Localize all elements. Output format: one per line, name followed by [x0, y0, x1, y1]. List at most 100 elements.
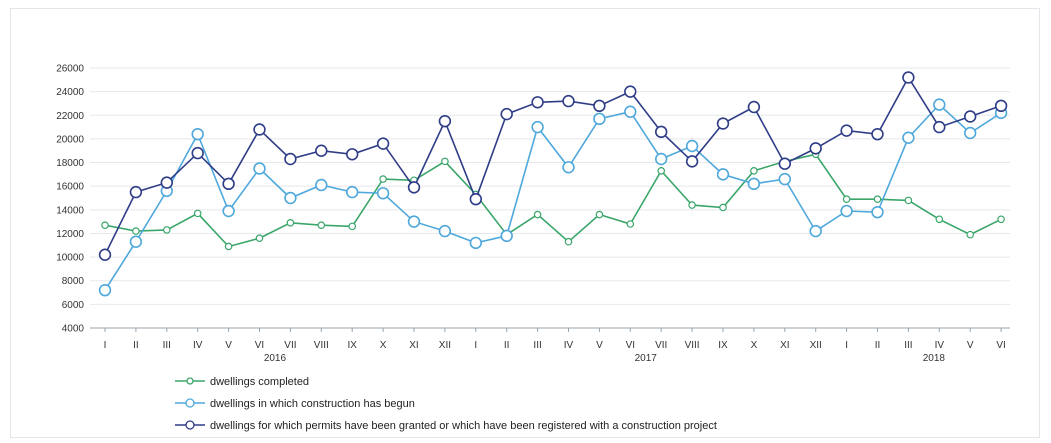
data-point: [778, 157, 791, 170]
legend-label: dwellings in which construction has begu…: [210, 398, 415, 410]
data-point: [222, 177, 235, 191]
data-point: [315, 144, 328, 157]
x-tick-label: I: [474, 340, 477, 351]
y-tick-label: 8000: [62, 276, 85, 287]
legend-item: dwellings for which permits have been gr…: [175, 420, 717, 432]
x-tick-label: II: [875, 340, 881, 351]
data-point: [747, 177, 761, 191]
data-point: [160, 176, 174, 189]
data-point: [654, 152, 668, 166]
data-point: [750, 167, 758, 175]
x-tick-label: XI: [409, 340, 418, 351]
data-point: [101, 221, 109, 229]
x-tick-label: III: [904, 340, 912, 351]
data-point: [98, 248, 112, 261]
x-tick-label: V: [967, 340, 974, 351]
data-point: [871, 205, 884, 219]
data-point: [778, 172, 791, 186]
data-point: [500, 107, 513, 121]
data-point: [348, 222, 357, 231]
year-label: 2016: [264, 353, 287, 364]
y-tick-label: 22000: [56, 111, 84, 122]
data-point: [191, 146, 204, 160]
y-tick-label: 18000: [56, 158, 84, 169]
legend-item: dwellings in which construction has begu…: [175, 398, 415, 410]
x-tick-label: XII: [439, 340, 451, 351]
data-point: [500, 229, 513, 243]
data-point: [346, 148, 359, 161]
data-point: [255, 234, 264, 242]
data-point: [163, 226, 171, 234]
data-point: [593, 112, 606, 126]
data-point: [224, 242, 233, 251]
y-tick-label: 14000: [56, 205, 84, 216]
data-point: [873, 195, 882, 203]
data-point: [966, 230, 975, 239]
data-point: [253, 123, 266, 136]
data-point: [963, 126, 977, 140]
data-point: [902, 131, 915, 144]
data-point: [933, 120, 946, 134]
y-axis: 4000 6000 8000 10000 12000 14000 16000 18000 200…: [56, 64, 84, 335]
data-point: [407, 181, 421, 194]
y-tick-label: 20000: [56, 134, 84, 145]
series-line: [104, 153, 1002, 248]
x-tick-label: II: [504, 340, 510, 351]
data-point: [191, 127, 204, 141]
data-point: [253, 162, 266, 175]
y-tick-label: 4000: [62, 324, 85, 335]
x-tick-label: IV: [193, 340, 203, 351]
x-tick-label: VIII: [314, 340, 329, 351]
data-point: [132, 227, 140, 235]
x-tick-label: II: [133, 340, 139, 351]
data-point: [685, 139, 699, 153]
data-point: [626, 220, 635, 228]
data-point: [716, 117, 730, 130]
x-tick-label: X: [751, 340, 758, 351]
x-tick-label: VII: [655, 340, 667, 351]
data-point: [902, 71, 915, 84]
series-2: [98, 71, 1008, 261]
year-label: 2017: [635, 353, 658, 364]
x-tick-label: III: [163, 340, 171, 351]
year-label: 2018: [923, 353, 946, 364]
x-tick-label: V: [225, 340, 232, 351]
data-point: [842, 195, 851, 203]
data-point: [747, 100, 761, 114]
x-tick-label: IX: [718, 340, 728, 351]
x-tick-label: VI: [996, 340, 1005, 351]
legend-marker: [185, 420, 195, 430]
data-point: [809, 224, 822, 238]
data-point: [719, 203, 727, 212]
y-tick-label: 6000: [62, 300, 85, 311]
y-tick-label: 10000: [56, 253, 84, 264]
data-point: [469, 192, 482, 206]
data-point: [407, 215, 421, 228]
x-tick-label: VII: [284, 340, 296, 351]
legend-marker: [186, 377, 194, 385]
data-point: [562, 161, 575, 174]
x-tick-label: XII: [810, 340, 822, 351]
data-point: [129, 235, 143, 248]
x-tick-label: VI: [626, 340, 635, 351]
data-point: [284, 152, 297, 166]
data-point: [438, 114, 452, 128]
data-point: [593, 99, 606, 113]
x-axis: I II III IV V VI VII VIII IX X XI XII I II III IV V VI VII…: [90, 327, 1010, 364]
y-tick-label: 24000: [56, 87, 84, 98]
legend: dwellings completed dwellings in which co…: [175, 376, 717, 432]
y-tick-label: 12000: [56, 229, 84, 240]
data-point: [994, 99, 1008, 113]
x-tick-label: V: [596, 340, 603, 351]
x-tick-label: I: [845, 340, 848, 351]
x-tick-label: X: [380, 340, 387, 351]
legend-item: dwellings completed: [175, 376, 309, 388]
data-point: [809, 142, 822, 155]
x-tick-label: IX: [347, 340, 357, 351]
x-tick-label: XI: [780, 340, 789, 351]
data-point: [997, 215, 1005, 224]
data-point: [654, 125, 668, 139]
data-point: [935, 215, 944, 224]
data-point: [624, 105, 637, 118]
data-point: [129, 185, 143, 199]
